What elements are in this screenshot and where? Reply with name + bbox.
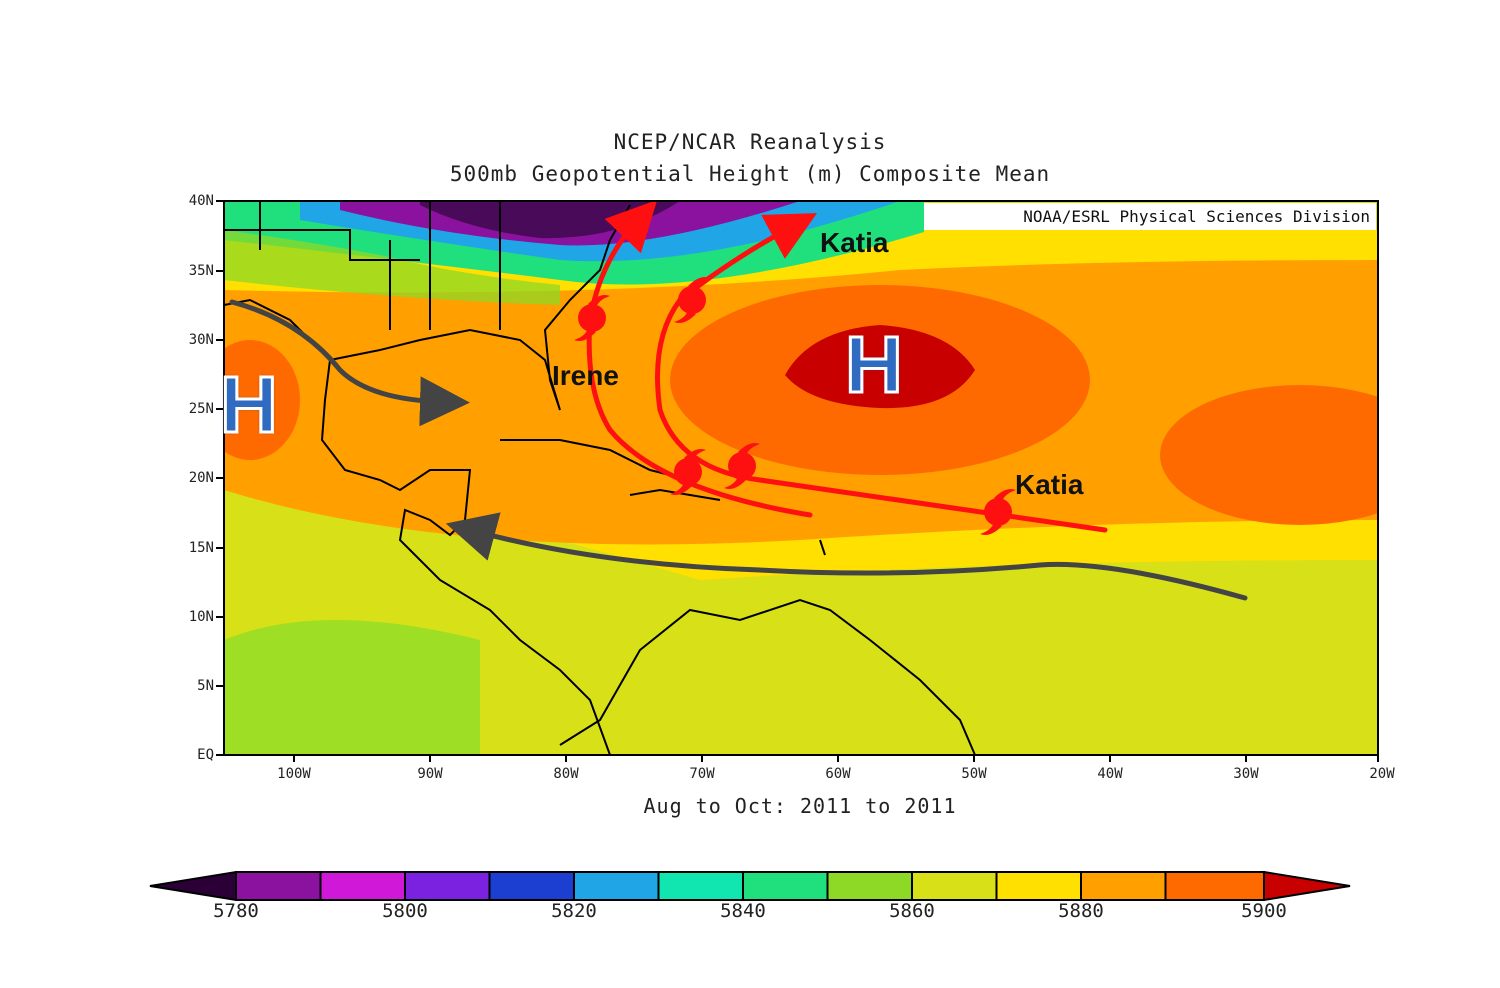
x-tick-label: 40W <box>1097 766 1123 782</box>
x-tick-label: 70W <box>689 766 715 782</box>
hurricane-icon-katia-east <box>980 489 1016 535</box>
hurricane-icon-katia-north <box>674 277 710 323</box>
colorbar-tick-label: 5800 <box>382 900 428 922</box>
map-title: NCEP/NCAR Reanalysis <box>613 130 887 154</box>
x-tick-label: 20W <box>1369 766 1395 782</box>
map-subtitle: 500mb Geopotential Height (m) Composite … <box>449 162 1051 186</box>
x-tick-label: 60W <box>825 766 851 782</box>
hurricane-icon-katia-mid <box>724 443 760 489</box>
colorbar-tick-label: 5780 <box>213 900 259 922</box>
y-tick-label: 35N <box>188 263 214 279</box>
colorbar-high-end <box>1263 870 1351 902</box>
irene-label: Irene <box>552 360 619 391</box>
katia-north-label: Katia <box>820 227 889 258</box>
storm-tracks <box>586 199 1108 533</box>
height-field <box>224 201 1378 755</box>
coastlines <box>224 201 976 755</box>
y-tick-label: 10N <box>188 609 214 625</box>
y-tick-label: 30N <box>188 332 214 348</box>
hurricane-icon-irene-south <box>670 449 706 495</box>
y-tick-label: 20N <box>188 470 214 486</box>
y-tick-label: 5N <box>197 678 214 694</box>
y-tick-label: 25N <box>188 401 214 417</box>
colorbar-tick-label: 5880 <box>1058 900 1104 922</box>
colorbar-tick-label: 5820 <box>551 900 597 922</box>
credit-box: NOAA/ESRL Physical Sciences Division <box>924 203 1376 230</box>
high-pressure-west: H <box>219 360 280 449</box>
y-tick-label: 40N <box>188 193 214 209</box>
colorbar-tick-label: 5900 <box>1241 900 1287 922</box>
y-tick-label: 15N <box>188 540 214 556</box>
hurricane-symbols <box>574 277 1016 535</box>
steering-flow <box>229 299 1248 601</box>
x-tick-label: 50W <box>961 766 987 782</box>
colorbar-tick-label: 5840 <box>720 900 766 922</box>
x-tick-label: 80W <box>553 766 579 782</box>
high-pressure-atlantic: H <box>844 320 905 409</box>
colorbar <box>149 870 1351 902</box>
colorbar-tick-label: 5860 <box>889 900 935 922</box>
x-tick-label: 90W <box>417 766 443 782</box>
x-tick-label: 100W <box>277 766 311 782</box>
x-tick-label: 30W <box>1233 766 1259 782</box>
date-range-label: Aug to Oct: 2011 to 2011 <box>643 794 957 818</box>
hurricane-icon-irene-north <box>574 295 610 341</box>
katia-east-label: Katia <box>1015 469 1084 500</box>
axis-ticks <box>216 200 1379 762</box>
colorbar-low-end <box>149 870 237 902</box>
y-tick-label: EQ <box>197 747 214 763</box>
